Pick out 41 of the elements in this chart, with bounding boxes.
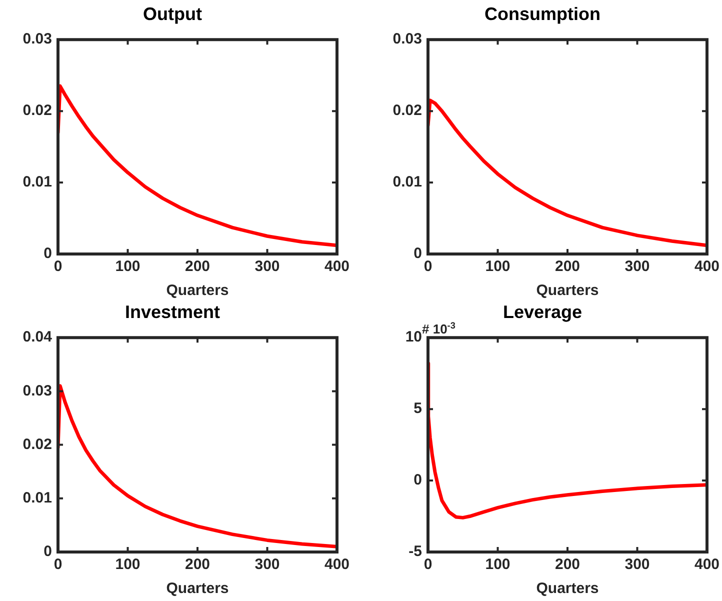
x-tick-label: 200 — [184, 556, 210, 574]
y-tick-label: 5 — [414, 400, 422, 418]
y-tick-label: 0 — [44, 543, 52, 560]
chart-title: Output — [143, 4, 202, 24]
chart-title: Leverage — [502, 302, 582, 322]
x-tick-label: 300 — [254, 258, 280, 276]
x-axis-title: Quarters — [536, 580, 599, 598]
x-tick-label: 100 — [485, 556, 510, 574]
y-tick-label: 0.03 — [22, 382, 52, 400]
x-axis-title: Quarters — [166, 282, 229, 300]
y-tick-label: 0.02 — [22, 102, 52, 120]
x-tick-label: 300 — [624, 258, 650, 276]
y-tick-label: 0 — [44, 245, 52, 262]
y-tick-label: 0.04 — [22, 328, 53, 346]
chart-title: Investment — [124, 302, 220, 322]
y-tick-label: 0 — [414, 245, 422, 262]
x-tick-label: 100 — [115, 556, 140, 574]
x-tick-label: 400 — [694, 556, 720, 574]
y-tick-label: 0.01 — [22, 490, 52, 507]
y-tick-label: 0.01 — [22, 174, 52, 191]
y-tick-label: -5 — [408, 543, 422, 560]
x-axis-title: Quarters — [536, 282, 599, 300]
x-tick-label: 200 — [554, 258, 580, 276]
x-tick-label: 100 — [115, 258, 140, 276]
x-tick-label: 400 — [694, 258, 720, 276]
y-tick-label: 0.02 — [392, 102, 422, 120]
y-tick-label: 0 — [414, 472, 422, 489]
y-tick-label: 0.03 — [22, 30, 52, 48]
x-tick-label: 100 — [485, 258, 510, 276]
x-axis-title: Quarters — [166, 580, 229, 598]
chart-title: Consumption — [484, 4, 600, 24]
x-tick-label: 200 — [184, 258, 210, 276]
x-tick-label: 400 — [324, 258, 350, 276]
y-tick-label: 0.01 — [392, 174, 422, 191]
x-tick-label: 200 — [554, 556, 580, 574]
y-tick-label: 0.02 — [22, 436, 52, 453]
x-tick-label: 300 — [624, 556, 650, 574]
y-tick-label: 0.03 — [392, 30, 422, 48]
x-tick-label: 300 — [254, 556, 280, 574]
y-tick-label: 10 — [405, 328, 422, 346]
x-tick-label: 400 — [324, 556, 350, 574]
